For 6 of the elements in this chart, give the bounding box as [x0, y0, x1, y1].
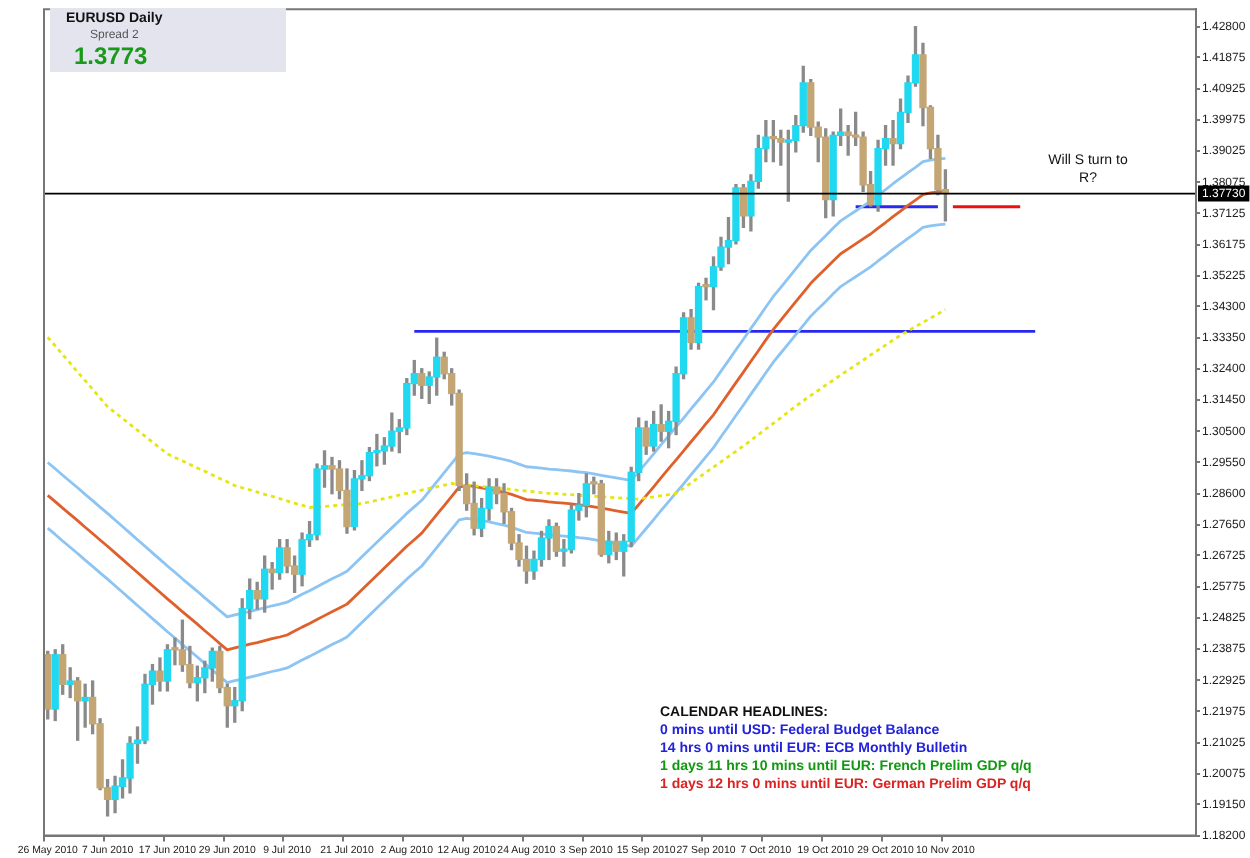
candlestick [657, 404, 665, 442]
candlestick [328, 456, 336, 495]
candlestick [268, 562, 276, 590]
candlestick [889, 119, 897, 166]
annotation: 1.3773 [74, 42, 148, 70]
candlestick [81, 683, 89, 728]
